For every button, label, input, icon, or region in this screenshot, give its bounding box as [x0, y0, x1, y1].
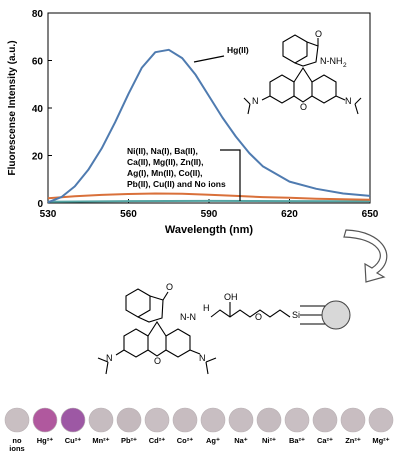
x-tick-label: 620 [281, 209, 298, 220]
bottom-h: H [203, 303, 210, 313]
bottom-si: Si [292, 310, 300, 320]
other-ions-leader-line [220, 149, 241, 201]
bottom-o-carbonyl: O [166, 282, 173, 292]
y-tick-label: 40 [32, 104, 44, 115]
top-n-right: N [345, 96, 352, 106]
other-ions-line-1: Ni(II), Na(I), Ba(II), [127, 146, 198, 156]
x-tick-label: 650 [362, 209, 379, 220]
swatch-label: Zn²⁺ [345, 436, 361, 445]
hg-leader-line [193, 55, 225, 63]
y-axis-title: Fluorescense Intensity (a.u.) [7, 40, 18, 175]
top-nnh2-label: N-NH [320, 56, 343, 66]
swatch-circle [200, 407, 226, 433]
swatch-circle [312, 407, 338, 433]
swatch-circle [256, 407, 282, 433]
swatch-circle [284, 407, 310, 433]
reaction-arrow [343, 229, 388, 283]
top-lactam-ring [294, 41, 319, 67]
series-line-hg-ii- [47, 48, 371, 204]
y-tick-label: 80 [32, 9, 44, 20]
other-ions-line-3: Ag(I), Mn(II), Co(II), [127, 168, 203, 178]
hg-label: Hg(II) [227, 45, 249, 55]
top-structure [243, 34, 362, 115]
swatch-circle [172, 407, 198, 433]
swatch-circle [60, 407, 86, 433]
top-structure-labels: O N-NH 2 N N O [252, 29, 352, 112]
top-o-label: O [315, 29, 322, 39]
swatch-label: Ba²⁺ [289, 436, 305, 445]
plot-area [47, 12, 371, 204]
swatch-circle [116, 407, 142, 433]
swatch-circle [228, 407, 254, 433]
top-o-xanthene: O [300, 102, 307, 112]
swatch-circle [32, 407, 58, 433]
swatch-label: Ni²⁺ [262, 436, 276, 445]
swatch-label: Co²⁺ [177, 436, 193, 445]
bottom-xanthene-left [123, 328, 149, 358]
silica-particle [321, 300, 351, 330]
bottom-n-right: N [199, 353, 206, 363]
swatch-label: Cd²⁺ [149, 436, 165, 445]
bottom-structure [97, 288, 326, 375]
x-tick-label: 560 [120, 209, 137, 220]
y-ticks: 0 20 40 60 80 [32, 9, 52, 210]
y-tick-label: 20 [32, 152, 44, 163]
swatch-label: Na⁺ [234, 436, 248, 445]
top-benzene-ring [282, 34, 308, 64]
bottom-n-left: N [106, 353, 113, 363]
y-tick-label: 0 [37, 199, 43, 210]
swatch-circle [368, 407, 394, 433]
bottom-oh: OH [224, 292, 238, 302]
x-axis-title: Wavelength (nm) [165, 224, 254, 236]
bottom-o-ether: O [255, 312, 262, 322]
other-ions-line-4: Pb(II), Cu(II) and No ions [127, 179, 226, 189]
swatch-label: Mg²⁺ [372, 436, 389, 445]
swatch-label: Pb²⁺ [121, 436, 137, 445]
x-tick-label: 590 [201, 209, 218, 220]
swatch-label: Cu²⁺ [65, 436, 81, 445]
series-lines [47, 48, 371, 204]
swatch-label: no [12, 436, 22, 445]
series-line-other-ions [47, 192, 371, 201]
swatch-label: Ca²⁺ [317, 436, 333, 445]
series-line-baseline [47, 199, 371, 203]
other-ions-line-2: Ca(II), Mg(II), Zn(II), [127, 157, 203, 167]
emission-chart: 0 20 40 60 80 530 560 590 620 650 Wavelength (nm… [7, 9, 379, 236]
swatch-circle [4, 407, 30, 433]
other-ions-label: Ni(II), Na(I), Ba(II), Ca(II), Mg(II), Z… [127, 146, 226, 189]
swatch-label: Hg²⁺ [37, 436, 53, 445]
y-tick-label: 60 [32, 57, 44, 68]
top-nh2-subscript: 2 [343, 62, 347, 69]
swatch-label: ions [9, 444, 24, 453]
swatch-label: Mn²⁺ [92, 436, 109, 445]
swatch-circle [144, 407, 170, 433]
linker-chain [210, 309, 291, 318]
top-n-left: N [252, 96, 259, 106]
bottom-n-n: N-N [180, 312, 196, 322]
swatch-circle [88, 407, 114, 433]
bottom-structure-labels: O N-N H OH O Si O N N [106, 282, 300, 366]
bottom-xanthene-right [165, 328, 191, 358]
bottom-o-xanthene: O [154, 356, 161, 366]
swatch-label: Ag⁺ [206, 436, 220, 445]
x-tick-label: 530 [40, 209, 57, 220]
swatch-circle [340, 407, 366, 433]
bottom-benzene-ring [125, 288, 151, 318]
